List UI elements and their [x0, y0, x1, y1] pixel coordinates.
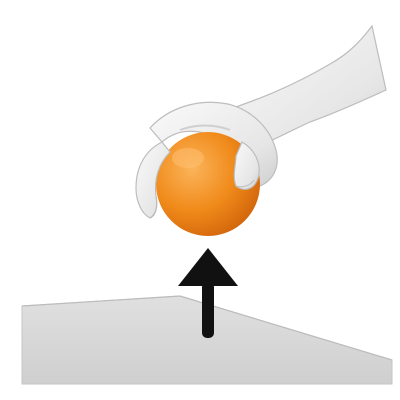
orange-ball — [156, 132, 260, 236]
table — [21, 295, 393, 385]
fingers — [135, 141, 260, 219]
up-arrow-icon — [178, 248, 238, 338]
